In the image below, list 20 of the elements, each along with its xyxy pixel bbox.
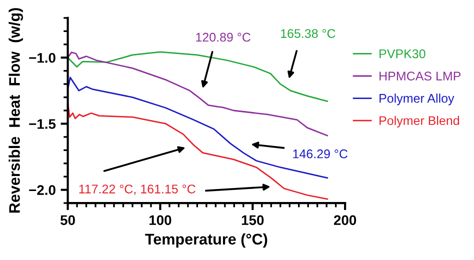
y-axis-title: Reversible Heat Flow (w/g): [8, 8, 24, 213]
legend-label: Polymer Alloy: [380, 94, 454, 106]
y-tick-label: −1.5: [29, 119, 56, 129]
line-series: [68, 52, 328, 136]
legend-label: PVPK30: [380, 49, 426, 58]
legend-label: Polymer Blend: [380, 116, 460, 128]
x-tick-label: 150: [242, 215, 264, 226]
x-tick-label: 200: [334, 215, 356, 226]
x-axis-title: Temperature (°C): [145, 233, 268, 248]
annotation: 146.29 °C: [293, 149, 348, 158]
annotation: 120.89 °C: [196, 32, 250, 42]
annotation: 165.38 °C: [281, 29, 336, 38]
legend-label: HPMCAS LMP: [380, 72, 461, 80]
line-series: [68, 76, 328, 179]
y-tick-label: −2.0: [29, 185, 56, 196]
annotation: 117.22 °C, 161.15 °C: [79, 184, 196, 195]
x-tick-label: 50: [60, 215, 75, 226]
line-series: [68, 51, 328, 102]
y-tick-label: −1.0: [29, 52, 56, 63]
x-tick-label: 100: [150, 215, 172, 226]
